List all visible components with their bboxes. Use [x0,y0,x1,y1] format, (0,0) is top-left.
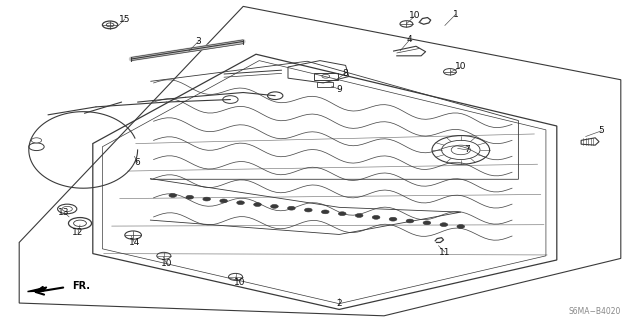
Text: 11: 11 [439,248,451,256]
Text: FR.: FR. [72,281,90,291]
Circle shape [29,143,44,151]
Circle shape [287,206,295,210]
Circle shape [305,208,312,212]
Text: 10: 10 [409,11,420,20]
Circle shape [31,138,42,143]
Circle shape [223,96,238,103]
Circle shape [268,92,283,100]
Text: 9: 9 [337,85,342,94]
Text: 15: 15 [119,15,131,24]
Bar [314,73,338,80]
Text: 13: 13 [58,208,70,217]
Circle shape [339,212,346,216]
Text: 8: 8 [343,69,348,78]
Text: 5: 5 [599,126,604,135]
Text: 2: 2 [337,299,342,308]
Circle shape [406,219,414,223]
Circle shape [203,197,211,201]
Circle shape [321,210,329,214]
Text: S6MA−B4020: S6MA−B4020 [568,307,621,315]
Bar [317,82,333,87]
Text: 10: 10 [455,63,467,71]
Circle shape [253,203,261,206]
Text: 6: 6 [135,158,140,167]
Circle shape [372,215,380,219]
Circle shape [440,223,448,226]
Circle shape [237,201,244,205]
Circle shape [355,214,363,218]
Text: 3: 3 [196,37,201,46]
Circle shape [106,23,114,27]
Circle shape [169,194,177,197]
Circle shape [220,199,227,203]
Text: 1: 1 [453,10,458,19]
Circle shape [271,204,278,208]
Circle shape [457,225,465,228]
Text: 4: 4 [407,35,412,44]
Text: 10: 10 [234,278,246,287]
Circle shape [423,221,431,225]
Text: 10: 10 [161,259,172,268]
Circle shape [186,195,193,199]
Text: 14: 14 [129,238,140,247]
Text: 7: 7 [465,145,470,154]
Polygon shape [28,287,47,292]
Circle shape [389,217,397,221]
Text: 12: 12 [72,228,84,237]
